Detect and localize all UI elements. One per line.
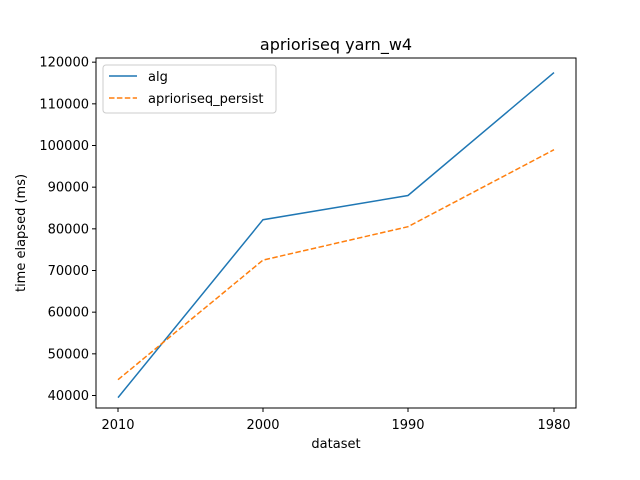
x-tick-label: 2000	[246, 418, 279, 433]
x-axis: 2010 2000 1990 1980	[101, 408, 571, 433]
legend: alg aprioriseq_persist	[102, 64, 277, 114]
x-tick-label: 1980	[537, 418, 570, 433]
legend-label-aprioriseq-persist: aprioriseq_persist	[148, 92, 263, 107]
y-tick-label: 80000	[48, 222, 89, 237]
y-axis-label: time elapsed (ms)	[14, 174, 29, 292]
x-tick-label: 1990	[391, 418, 424, 433]
series-line-alg	[117, 72, 555, 399]
y-tick-label: 70000	[48, 264, 89, 279]
chart-title: aprioriseq yarn_w4	[260, 35, 412, 55]
y-tick-label: 50000	[48, 347, 89, 362]
legend-label-alg: alg	[148, 70, 168, 85]
y-tick-label: 90000	[48, 181, 89, 196]
legend-box	[102, 64, 277, 114]
y-tick-label: 40000	[48, 389, 89, 404]
x-axis-label: dataset	[311, 437, 360, 452]
plot-area	[95, 57, 577, 409]
series-line-aprioriseq-persist	[117, 149, 555, 381]
series-lines	[117, 72, 555, 399]
y-tick-label: 60000	[48, 306, 89, 321]
x-tick-label: 2010	[101, 418, 134, 433]
y-tick-label: 120000	[39, 56, 89, 71]
y-tick-label: 110000	[39, 97, 89, 112]
y-tick-label: 100000	[39, 139, 89, 154]
y-axis: 40000 50000 60000 70000 80000 90000 100000 1100…	[39, 56, 96, 404]
